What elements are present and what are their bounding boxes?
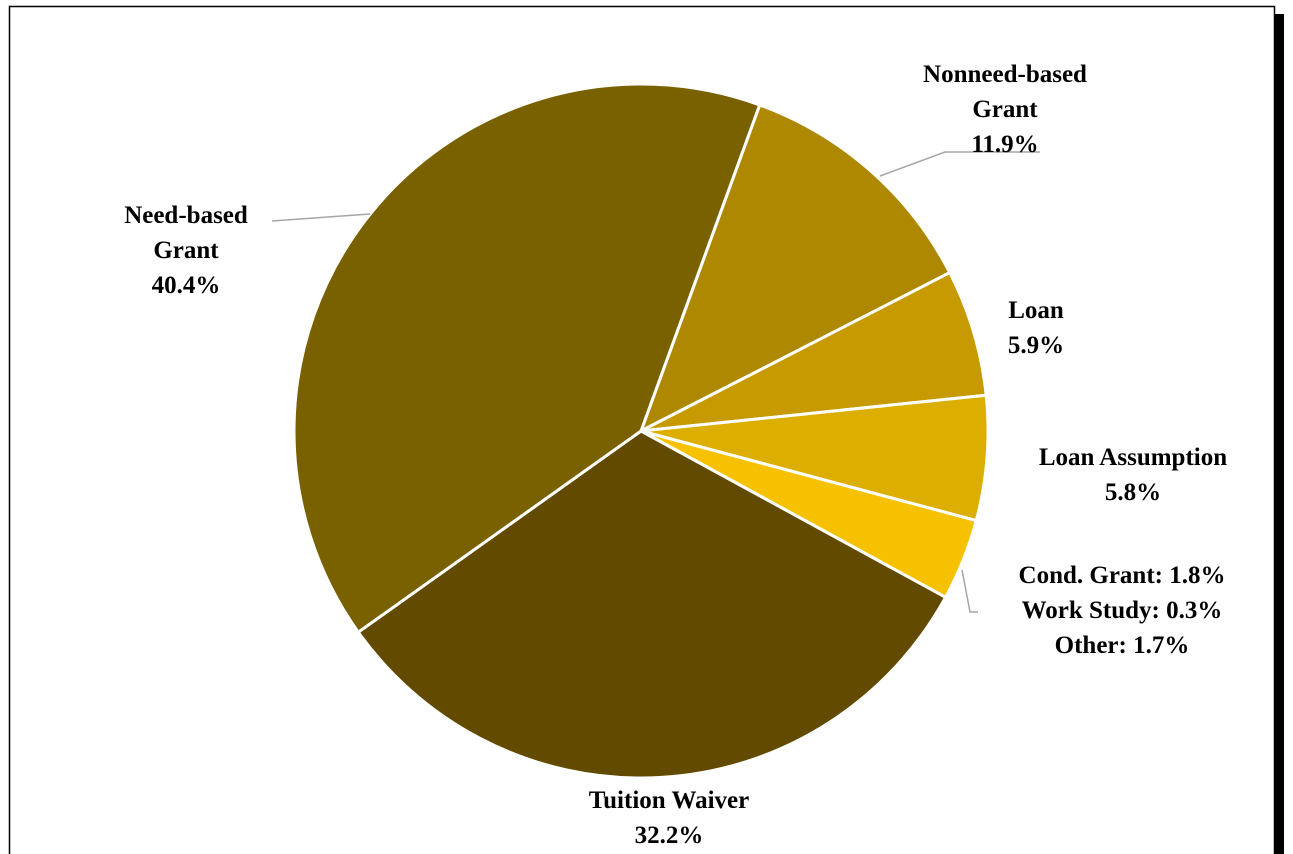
pie-slice [292, 82, 762, 634]
leader-line [271, 213, 371, 222]
slice-label-line: 32.2% [635, 822, 704, 849]
slice-label: Tuition Waiver 32.2% [589, 787, 749, 849]
slice-label-line: Grant [153, 237, 219, 264]
pie-slice [639, 393, 990, 523]
slice-label-line: 5.9% [1008, 332, 1064, 359]
slice-label-line: Loan [1008, 297, 1064, 324]
leader-lines [271, 151, 1040, 613]
slice-label-line: 11.9% [971, 131, 1038, 158]
pie-slice [639, 271, 988, 433]
slice-label-line: Grant [972, 96, 1038, 123]
slice-label: Loan Assumption 5.8% [1039, 444, 1227, 506]
pie-slices [292, 82, 990, 780]
slice-label: Nonneed-based Grant 11.9% [923, 61, 1087, 158]
slice-label-line: Loan Assumption [1039, 444, 1227, 471]
slice-label-line: Other: 1.7% [1055, 632, 1190, 659]
frame-shadow [1275, 14, 1284, 854]
slice-label-line: 5.8% [1105, 479, 1161, 506]
leader-line [961, 569, 978, 613]
slice-label-line: Cond. Grant: 1.8% [1019, 562, 1226, 589]
slice-label-line: Tuition Waiver [589, 787, 749, 814]
slice-label: Loan 5.9% [1008, 297, 1064, 359]
slice-label-line: 40.4% [152, 272, 221, 299]
pie-slice [639, 103, 952, 433]
slice-label-line: Nonneed-based [923, 61, 1087, 88]
slice-label: Need-based Grant 40.4% [124, 202, 248, 299]
pie-slice [356, 429, 948, 780]
slice-label: Cond. Grant: 1.8% Work Study: 0.3% Other: … [1019, 562, 1226, 659]
data-labels: Nonneed-based Grant 11.9% Loan 5.9% Loan Assu… [124, 61, 1227, 849]
slice-label-line: Need-based [124, 202, 248, 229]
slice-label-line: Work Study: 0.3% [1022, 597, 1223, 624]
leader-line [879, 151, 1040, 177]
